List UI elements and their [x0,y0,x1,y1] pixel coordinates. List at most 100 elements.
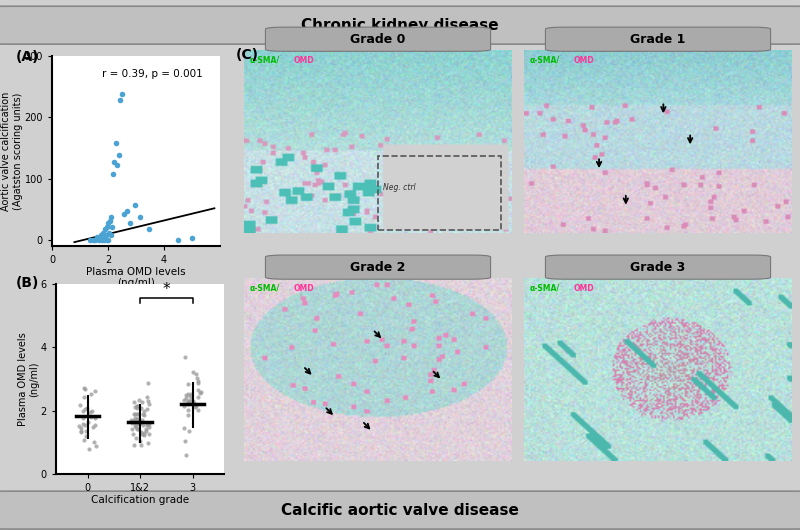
Point [126,430,139,438]
Point [182,410,194,419]
Text: OMD: OMD [294,56,314,65]
Point [134,213,146,221]
Point [135,403,148,412]
Point [78,436,90,444]
Text: α-SMA/: α-SMA/ [530,56,559,65]
Point [83,236,96,244]
Point [130,419,142,428]
FancyBboxPatch shape [266,27,490,51]
Text: (C): (C) [236,48,259,61]
Point [86,422,99,431]
FancyBboxPatch shape [266,255,490,279]
Point [135,419,148,427]
Point [89,421,102,430]
Point [98,225,111,233]
Point [142,399,155,408]
Point [190,401,202,410]
Point [191,374,204,382]
Point [135,416,148,425]
Point [114,96,126,104]
Point [89,414,102,423]
Point [80,427,93,435]
Point [84,390,97,398]
Point [98,236,110,244]
FancyBboxPatch shape [0,6,800,44]
Text: α-SMA/: α-SMA/ [530,284,559,293]
Point [184,390,197,399]
Point [130,409,143,418]
Point [140,427,153,435]
Point [102,228,115,237]
Point [132,425,145,433]
Point [91,233,104,242]
Text: Calcific aortic valve disease: Calcific aortic valve disease [281,502,519,518]
Point [129,410,142,419]
Point [129,421,142,430]
Point [178,396,190,404]
Point [104,231,117,240]
Point [74,423,87,432]
Point [182,396,194,405]
Point [129,419,142,427]
Point [87,438,100,446]
Point [189,402,202,411]
Point [138,407,150,416]
Point [130,402,143,410]
Point [86,236,99,244]
Point [142,379,154,387]
Point [78,393,90,402]
Point [112,151,125,160]
Point [178,402,190,411]
Point [134,441,147,449]
Point [142,423,155,431]
FancyBboxPatch shape [0,491,800,529]
Point [89,412,102,421]
Text: Grade 0: Grade 0 [350,33,406,46]
Point [99,234,112,243]
Point [105,213,118,221]
Point [191,379,204,387]
Point [134,428,147,436]
Point [194,389,206,398]
Point [106,170,119,178]
Point [128,200,141,209]
Point [74,427,87,436]
Point [130,415,143,423]
Point [132,410,145,418]
Point [182,400,194,408]
Point [141,392,154,401]
Text: Chronic kidney disease: Chronic kidney disease [301,17,499,33]
Point [109,139,122,147]
Point [88,387,101,395]
Point [138,431,150,439]
Point [171,236,184,244]
Point [108,157,121,166]
Point [125,416,138,424]
Point [130,422,142,431]
Point [192,377,205,385]
Point [142,225,155,233]
Point [187,399,200,408]
Point [90,442,102,450]
Point [126,417,138,426]
Point [80,404,93,412]
Point [94,235,106,243]
Point [141,419,154,428]
Point [179,450,192,459]
Point [131,403,144,412]
Point [97,228,110,237]
Point [134,436,146,445]
Y-axis label: Plasma OMD levels
(ng/ml): Plasma OMD levels (ng/ml) [18,332,39,426]
Point [78,385,91,393]
Point [138,411,150,420]
Point [192,386,205,395]
Point [186,234,198,242]
Point [124,219,137,227]
Point [142,439,154,448]
Point [96,236,109,244]
Point [179,352,192,361]
Point [77,414,90,422]
Point [101,223,114,231]
Point [184,392,197,400]
Point [135,430,148,439]
